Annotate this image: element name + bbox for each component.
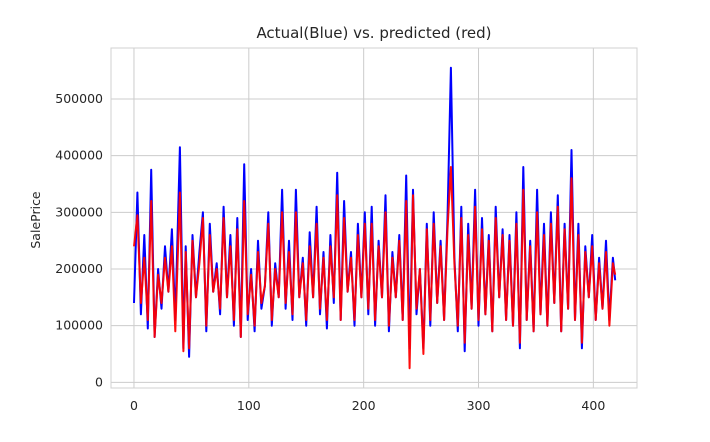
series-layer: [133, 66, 617, 370]
x-tick-label: 100: [237, 398, 261, 413]
x-tick-label: 200: [352, 398, 376, 413]
y-axis-label: SalePrice: [28, 191, 43, 249]
y-tick-label: 0: [95, 374, 103, 389]
grid: [111, 48, 637, 388]
chart-title: Actual(Blue) vs. predicted (red): [256, 24, 491, 42]
plot-frame: [110, 47, 638, 389]
x-axis-ticks: 0 100 200 300 400: [130, 398, 605, 413]
x-tick-label: 0: [130, 398, 138, 413]
y-tick-label: 400000: [55, 148, 103, 163]
x-tick-label: 400: [581, 398, 605, 413]
x-tick-label: 300: [467, 398, 491, 413]
y-tick-label: 300000: [55, 204, 103, 219]
y-tick-label: 200000: [55, 261, 103, 276]
y-axis-ticks: 0 100000 200000 300000 400000 500000: [55, 91, 103, 389]
y-tick-label: 500000: [55, 91, 103, 106]
predicted-series-line: [133, 166, 617, 370]
y-tick-label: 100000: [55, 318, 103, 333]
